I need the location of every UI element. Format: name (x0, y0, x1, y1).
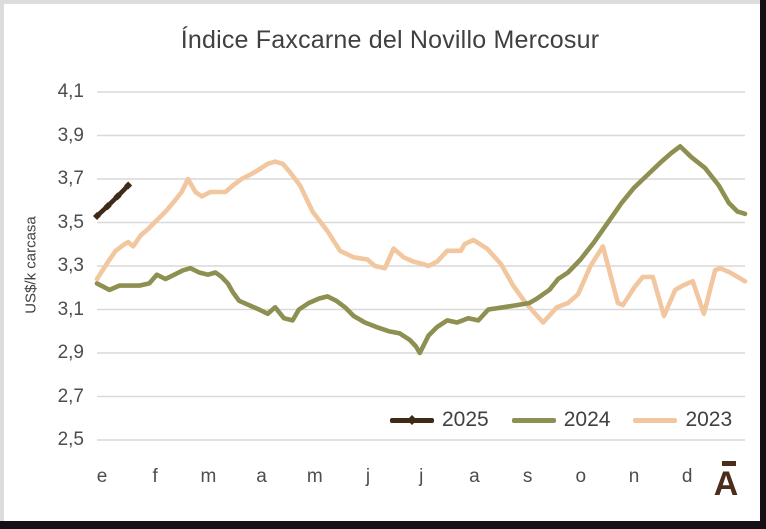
series-line-2025 (94, 183, 131, 219)
y-tick-label: 3,5 (57, 211, 84, 233)
x-tick-label: m (200, 466, 217, 487)
legend: 2025 2024 2023 (390, 405, 732, 435)
y-tick-label: 2,5 (57, 429, 84, 450)
series-line-2024 (94, 144, 748, 356)
legend-item-2024: 2024 (511, 408, 611, 432)
legend-swatch-2024 (511, 417, 556, 423)
x-tick-label: a (469, 466, 480, 487)
legend-label-2023: 2023 (685, 408, 733, 431)
y-tick-label: 2,9 (57, 342, 84, 363)
x-tick-label: n (628, 466, 640, 487)
data-point-marker-2025 (124, 181, 133, 190)
legend-item-2025: 2025 (390, 408, 489, 432)
x-tick-label: s (522, 466, 533, 487)
legend-swatch-2023 (633, 417, 678, 423)
y-tick-label: 4,1 (57, 81, 84, 102)
legend-swatch-2025 (390, 415, 434, 425)
data-point-marker-2025 (103, 202, 112, 211)
x-tick-label: j (365, 466, 371, 487)
x-tick-label: m (306, 466, 323, 487)
window-right-edge (760, 0, 766, 529)
x-tick-label: a (256, 466, 267, 487)
y-tick-label: 3,9 (57, 124, 84, 146)
y-tick-label: 3,1 (57, 298, 84, 320)
series-line-2023 (94, 159, 748, 325)
x-tick-label: o (575, 466, 587, 487)
window-bottom-bar (0, 521, 766, 529)
chart-title: Índice Faxcarne del Novillo Mercosur (180, 26, 600, 54)
x-tick-label: j (419, 466, 424, 487)
data-point-marker-2025 (113, 192, 122, 201)
legend-label-2024: 2024 (563, 408, 611, 431)
y-tick-label: 2,7 (57, 385, 84, 407)
y-tick-label: 3,7 (57, 168, 84, 189)
data-point-marker-2025 (93, 211, 101, 220)
x-tick-label: f (152, 466, 158, 487)
x-tick-label: d (681, 466, 693, 487)
legend-label-2025: 2025 (442, 408, 489, 431)
logo-macron-bar (722, 461, 736, 466)
window-border-top (0, 0, 766, 4)
legend-diamond-marker (407, 415, 417, 425)
y-tick-label: 3,3 (57, 255, 84, 276)
logo-letter: A (713, 465, 739, 503)
legend-item-2023: 2023 (633, 408, 732, 432)
brand-logo-a-macron: A (707, 461, 745, 503)
window-border-left (0, 0, 4, 529)
x-tick-label: e (96, 466, 108, 487)
